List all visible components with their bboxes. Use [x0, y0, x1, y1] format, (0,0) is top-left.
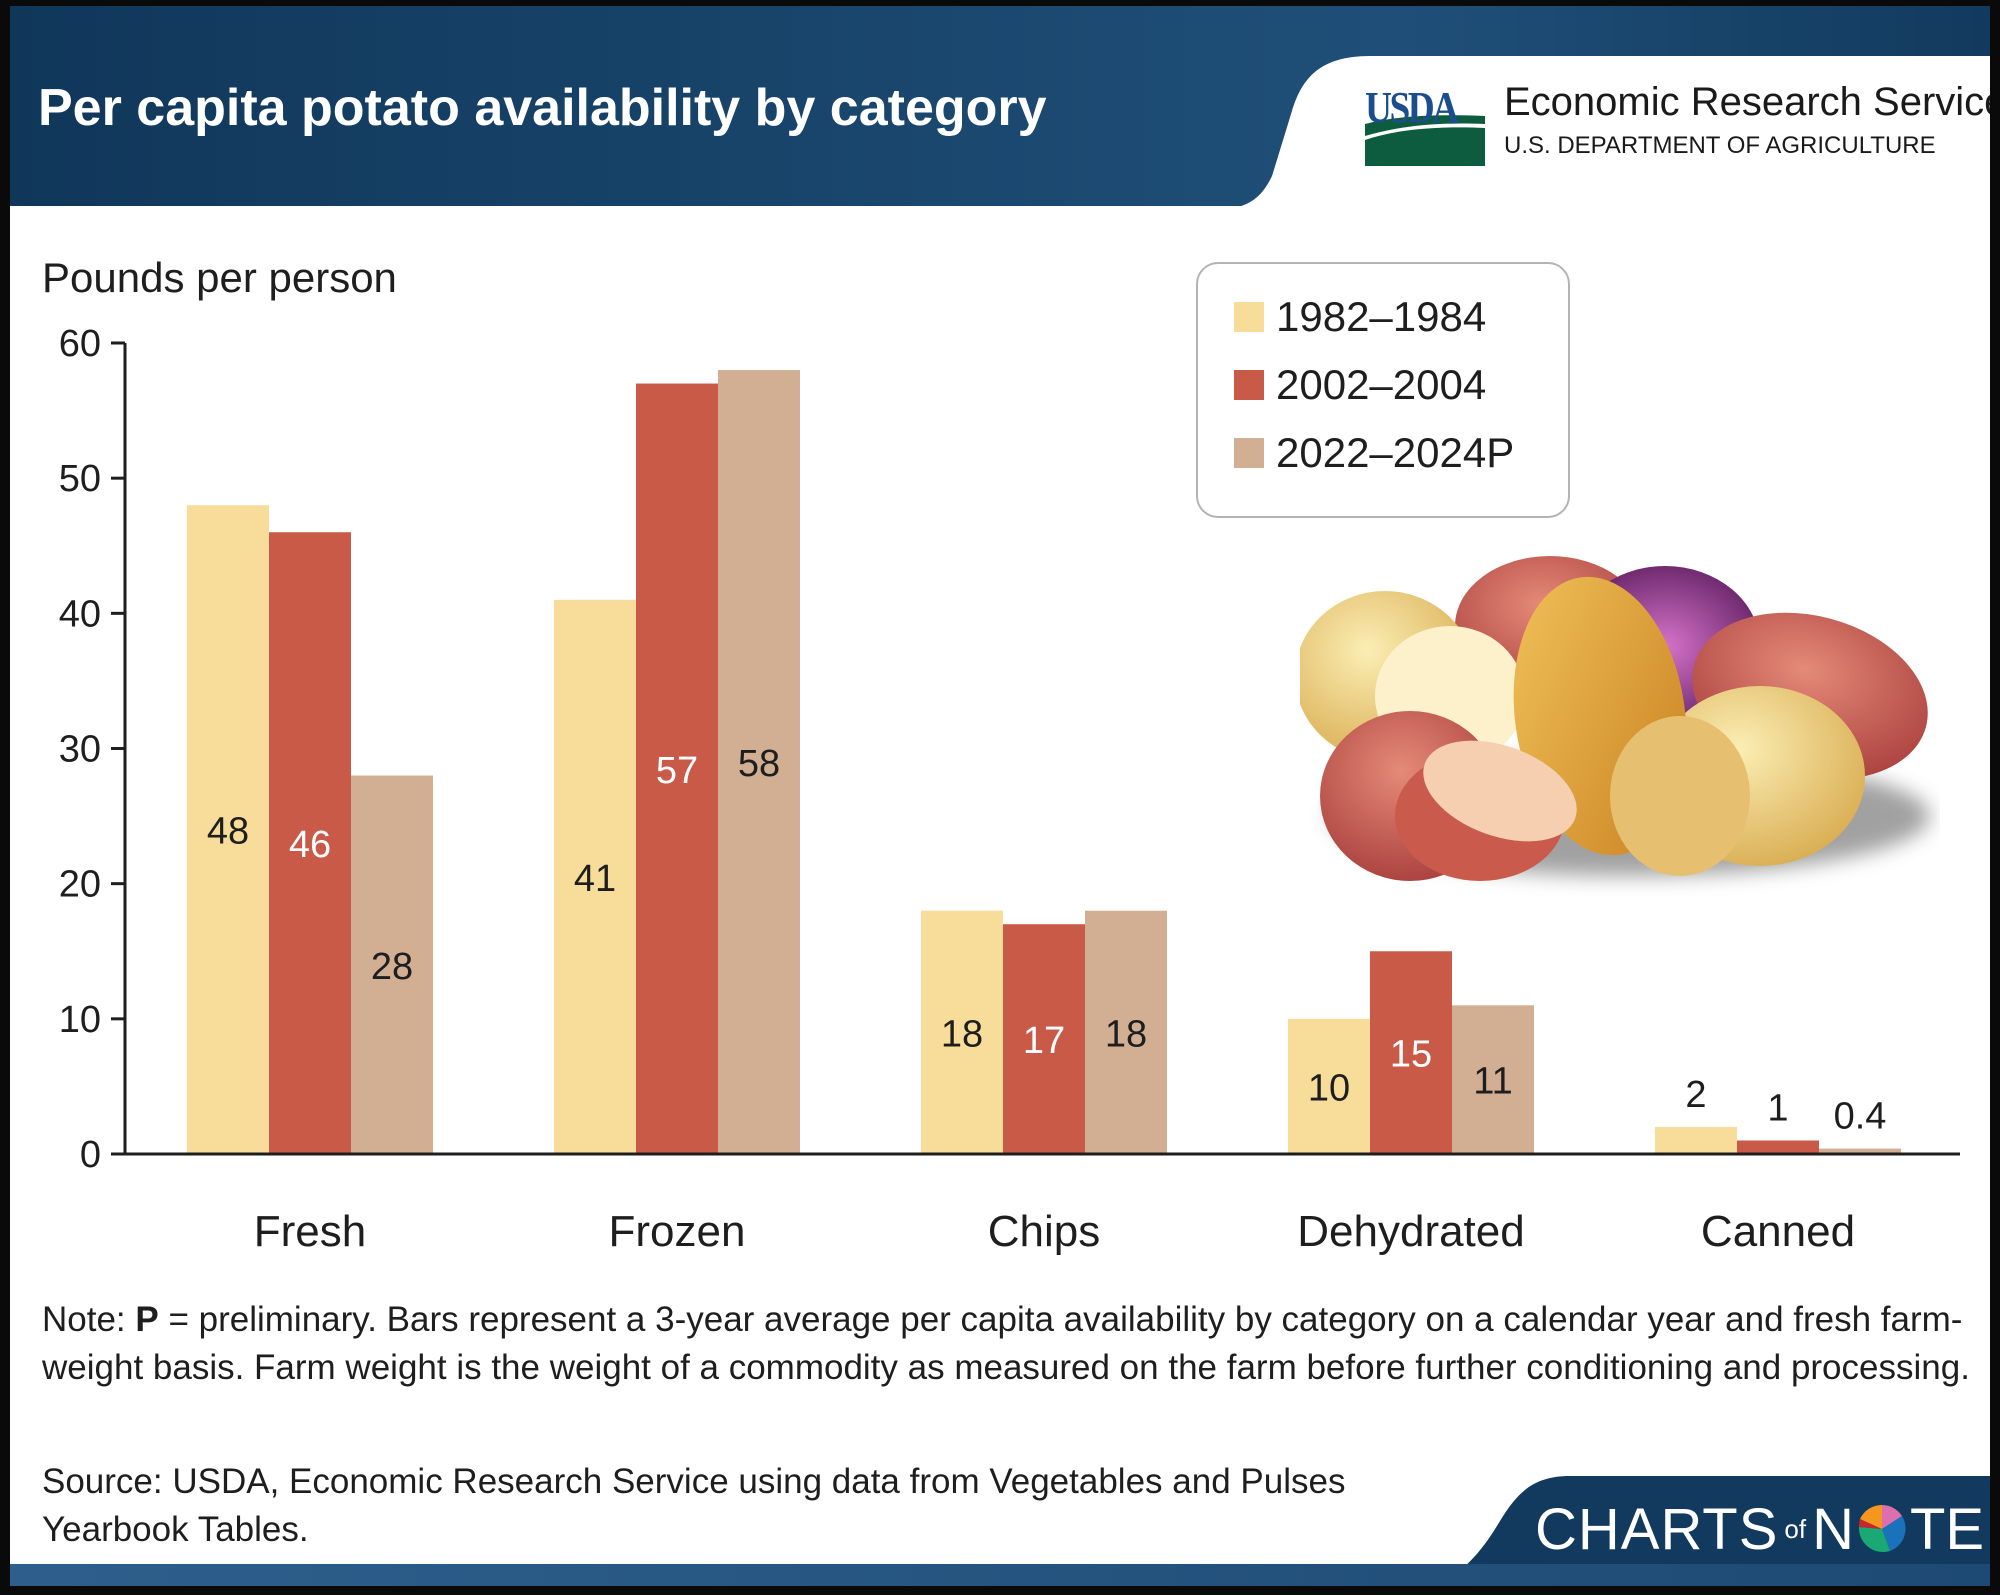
- bar-value-label: 41: [574, 858, 616, 900]
- bars: 48 46 28 41 57 58 18 17 18 10 15 11 2 1 0.4: [187, 370, 1901, 1154]
- y-tick-label: 20: [59, 864, 101, 906]
- x-category-label: Frozen: [609, 1207, 746, 1256]
- legend-item-2002: 2002–2004: [1234, 360, 1486, 410]
- bar-value-label: 1: [1767, 1087, 1788, 1129]
- x-category-label: Dehydrated: [1297, 1207, 1524, 1256]
- x-category-label: Chips: [988, 1207, 1101, 1256]
- bar-value-label: 18: [941, 1013, 983, 1055]
- legend-swatch: [1234, 302, 1264, 332]
- bar: [554, 599, 636, 1154]
- y-tick-label: 0: [80, 1134, 101, 1176]
- agency-name: Economic Research Service: [1504, 80, 1990, 124]
- chart-source: Source: USDA, Economic Research Service …: [42, 1462, 1346, 1549]
- note-text: = preliminary. Bars represent a 3-year a…: [42, 1300, 1970, 1387]
- bar-value-label: 46: [289, 824, 331, 866]
- bar: [1288, 1018, 1370, 1154]
- x-category-label: Canned: [1701, 1207, 1855, 1256]
- x-category-label: Fresh: [254, 1207, 366, 1256]
- legend-swatch: [1234, 370, 1264, 400]
- pie-icon: [1858, 1504, 1906, 1553]
- bar: [351, 775, 433, 1154]
- chart-note: Note: P = preliminary. Bars represent a …: [42, 1296, 1972, 1392]
- y-axis-title: Pounds per person: [42, 254, 397, 301]
- bar-value-label: 28: [371, 946, 413, 988]
- header-logo-panel: [10, 56, 1990, 216]
- legend-label: 1982–1984: [1276, 293, 1487, 340]
- bar: [1003, 924, 1085, 1154]
- legend: 1982–1984 2002–2004 2022–2024P: [1196, 262, 1570, 518]
- brand-of: of: [1784, 1513, 1807, 1544]
- bar: [1452, 1005, 1534, 1154]
- legend-label: 2022–2024P: [1276, 429, 1515, 476]
- bar: [1085, 910, 1167, 1154]
- bar-value-label: 11: [1473, 1061, 1512, 1103]
- bar: [718, 370, 800, 1154]
- y-tick-label: 50: [59, 458, 101, 500]
- bar-value-label: 10: [1308, 1067, 1350, 1109]
- potatoes-illustration: [1300, 556, 1930, 881]
- bar-value-label: 17: [1023, 1020, 1065, 1062]
- y-tick-label: 10: [59, 999, 101, 1041]
- bar-value-label: 0.4: [1834, 1096, 1887, 1138]
- usda-wordmark: USDA: [1365, 83, 1459, 132]
- chart-card: Per capita potato availability by catego…: [10, 6, 1990, 1586]
- footer-bar: [10, 1564, 1990, 1586]
- bar: [1737, 1140, 1819, 1154]
- bar: [1819, 1148, 1901, 1154]
- legend-item-2022: 2022–2024P: [1234, 428, 1514, 478]
- x-axis: Fresh Frozen Chips Dehydrated Canned: [111, 1152, 1960, 1256]
- charts-of-note-logo: CHARTS of N TE: [1535, 1494, 1984, 1564]
- brand-te: TE: [1910, 1496, 1985, 1562]
- legend-item-1982: 1982–1984: [1234, 292, 1486, 342]
- bar-value-label: 18: [1105, 1013, 1147, 1055]
- bar-value-label: 15: [1390, 1034, 1432, 1076]
- bar: [1655, 1126, 1737, 1154]
- note-bold-p: P: [135, 1300, 159, 1339]
- chart-title: Per capita potato availability by catego…: [38, 79, 1047, 137]
- department-name: U.S. DEPARTMENT OF AGRICULTURE: [1504, 132, 1936, 159]
- bar: [921, 910, 1003, 1154]
- y-axis: 0 10 20 30 40 50 60: [59, 323, 127, 1176]
- y-tick-label: 40: [59, 593, 101, 635]
- bar-value-label: 57: [656, 750, 698, 792]
- y-tick-label: 60: [59, 323, 101, 365]
- bar-value-label: 48: [207, 811, 249, 853]
- usda-logo-icon: [1365, 115, 1485, 166]
- bar: [1370, 951, 1452, 1154]
- bar: [269, 532, 351, 1154]
- bar-chart: 0 10 20 30 40 50 60 48 46 28 41 57 58 18 17 18 10 15 11 2 1…: [59, 323, 1960, 1256]
- legend-swatch: [1234, 438, 1264, 468]
- y-tick-label: 30: [59, 729, 101, 771]
- brand-n: N: [1812, 1496, 1854, 1562]
- brand-charts: CHARTS: [1535, 1496, 1779, 1562]
- bar-value-label: 58: [738, 743, 780, 785]
- bar-value-label: 2: [1685, 1074, 1706, 1116]
- bar: [187, 505, 269, 1154]
- bar: [636, 383, 718, 1154]
- legend-label: 2002–2004: [1276, 361, 1487, 408]
- note-prefix: Note:: [42, 1300, 136, 1339]
